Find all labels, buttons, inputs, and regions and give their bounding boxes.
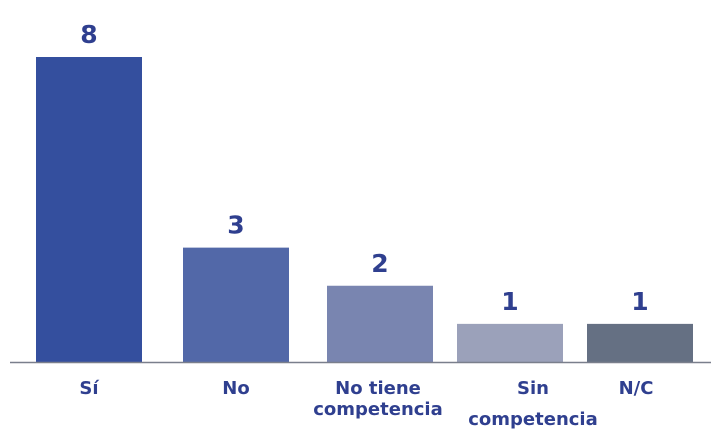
category-label-2: No tiene competencia — [313, 378, 443, 420]
bars-layer — [36, 57, 693, 362]
value-label-4: 1 — [631, 287, 648, 316]
bar-2 — [327, 285, 433, 362]
bar-3 — [457, 323, 563, 362]
category-label-line: Sí — [79, 378, 99, 399]
category-label-line: No — [222, 378, 249, 399]
category-label-line: competencia — [313, 399, 443, 420]
category-label-line: competencia — [468, 409, 598, 430]
value-label-3: 1 — [501, 287, 518, 316]
category-label-4: N/C — [619, 378, 654, 399]
category-label-3: Sin competencia — [468, 378, 598, 430]
category-label-line: No tiene — [335, 378, 421, 399]
bar-1 — [183, 247, 289, 362]
bar-0 — [36, 57, 142, 362]
category-label-1: No — [222, 378, 249, 399]
category-label-line: N/C — [619, 378, 654, 399]
value-label-2: 2 — [371, 249, 388, 278]
value-labels-layer: 8 3 2 1 1 — [80, 20, 648, 316]
category-label-line: Sin — [517, 378, 549, 399]
value-label-1: 3 — [227, 211, 244, 240]
value-label-0: 8 — [80, 20, 97, 49]
bar-4 — [587, 323, 693, 362]
category-label-0: Sí — [79, 378, 99, 399]
